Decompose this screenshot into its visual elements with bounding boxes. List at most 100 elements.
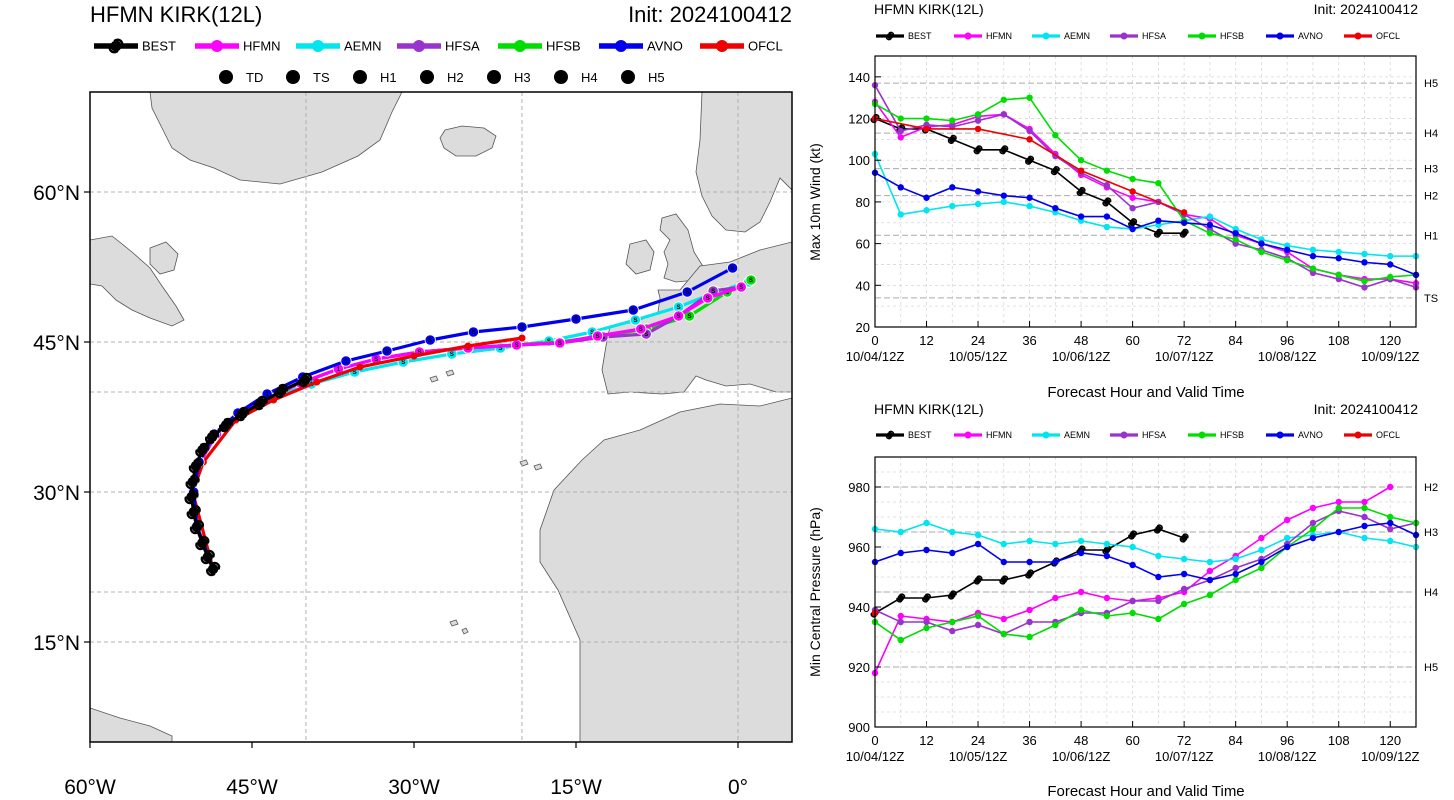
x-tick-label: 36 bbox=[1022, 733, 1036, 748]
category-label: H1 bbox=[1424, 230, 1438, 242]
series-point-hfsa bbox=[1309, 519, 1317, 527]
series-point-avno bbox=[1206, 221, 1214, 229]
best-track-point-core bbox=[237, 408, 248, 420]
legend-label-hfsa: HFSA bbox=[445, 39, 480, 54]
y-tick-label: 60 bbox=[856, 237, 870, 252]
series-point-hfsb bbox=[1000, 96, 1008, 103]
series-point-hfsb bbox=[1052, 132, 1059, 139]
best-track-point-arm bbox=[193, 458, 203, 467]
track-point-hfmn-label: S bbox=[677, 313, 681, 320]
series-point-aemn bbox=[974, 200, 982, 208]
legend-label-best: BEST bbox=[908, 430, 932, 440]
x-tick-label: 0 bbox=[871, 333, 878, 348]
track-point-hfmn-label: S bbox=[639, 326, 643, 333]
legend-label-best: BEST bbox=[142, 39, 176, 54]
plot-frame bbox=[874, 55, 1417, 328]
category-label: H4 bbox=[1424, 587, 1438, 599]
series-point-best-core bbox=[974, 576, 982, 584]
series-point-hfsb bbox=[949, 117, 956, 124]
category-label: H2 bbox=[1424, 191, 1438, 203]
series-point-avno bbox=[1361, 522, 1368, 530]
series-point-hfmn bbox=[1077, 588, 1085, 596]
series-point-aemn bbox=[949, 528, 956, 536]
series-point-best-arm bbox=[1182, 533, 1189, 539]
best-track-point-arm bbox=[189, 489, 199, 498]
series-point-hfsb bbox=[1155, 615, 1162, 623]
x-tick-label: 84 bbox=[1228, 333, 1242, 348]
pressure-init-time: Init: 2024100412 bbox=[1314, 401, 1419, 417]
series-point-aemn bbox=[897, 211, 904, 218]
track-point-avno: S bbox=[726, 262, 739, 274]
series-point-best-arm bbox=[999, 579, 1006, 585]
best-track-point-arm bbox=[185, 481, 195, 490]
track-point-hfsb-label: S bbox=[749, 277, 753, 284]
x-date-label: 10/07/12Z bbox=[1155, 349, 1214, 364]
series-point-hfmn bbox=[1258, 534, 1265, 542]
track-map-panel: HFMN KIRK(12L) Init: 2024100412 BEST HFMN… bbox=[33, 2, 793, 799]
series-point-hfsb bbox=[949, 618, 956, 626]
x-tick-label: 120 bbox=[1379, 333, 1401, 348]
best-track-point: 4 bbox=[200, 549, 215, 565]
legend-marker-best-arm bbox=[108, 45, 119, 54]
ireland bbox=[625, 239, 655, 275]
track-point-avno-label: S bbox=[428, 337, 432, 344]
series-point-aemn bbox=[1283, 534, 1291, 542]
track-point-hfmn: S bbox=[591, 330, 604, 342]
best-track-point-core bbox=[206, 431, 218, 443]
wind-chart-panel: HFMN KIRK(12L) Init: 2024100412 BEST HFMN… bbox=[807, 1, 1438, 401]
series-point-hfsb bbox=[1232, 236, 1239, 243]
series-point-aemn bbox=[1258, 546, 1265, 554]
series-point-hfsa bbox=[1129, 204, 1136, 212]
series-point-best bbox=[947, 590, 957, 600]
series-point-best-core bbox=[948, 136, 956, 143]
best-track-point-arm bbox=[223, 417, 234, 426]
map-gridlines bbox=[90, 92, 792, 742]
series-point-best-arm bbox=[1025, 573, 1031, 579]
track-point-avno-label: S bbox=[731, 265, 735, 272]
series-point-aemn bbox=[1026, 537, 1033, 545]
x-date-label: 10/09/12Z bbox=[1361, 749, 1420, 764]
series-point-ofcl bbox=[1026, 136, 1033, 143]
series-point-aemn bbox=[1000, 540, 1008, 548]
scandinavia bbox=[695, 92, 792, 233]
intensity-symbol-text: 1 bbox=[357, 73, 363, 84]
series-line-hfsa bbox=[874, 84, 1417, 289]
legend-marker-best-core bbox=[110, 40, 122, 52]
x-tick-label: 12 bbox=[919, 333, 933, 348]
series-point-best-arm bbox=[1053, 166, 1060, 172]
series-point-hfsa bbox=[949, 627, 956, 635]
track-point-hfsa-label: S bbox=[711, 288, 715, 295]
legend-marker-best bbox=[108, 38, 124, 54]
legend-marker-hfsb bbox=[1198, 431, 1206, 439]
series-point-best-arm bbox=[1028, 155, 1035, 161]
legend-marker-best-arm bbox=[888, 31, 895, 37]
series-point-hfsa bbox=[1361, 284, 1368, 291]
series-point-best-arm bbox=[1131, 218, 1138, 224]
series-point-best-core bbox=[1180, 534, 1188, 542]
legend-label-ofcl: OFCL bbox=[1376, 31, 1400, 41]
series-point-hfsa bbox=[1026, 618, 1033, 626]
series-point-hfsa bbox=[923, 618, 930, 626]
intensity-symbol-h2 bbox=[420, 70, 434, 84]
legend-label-best: BEST bbox=[908, 31, 932, 41]
track-point-hfmn-dot bbox=[735, 281, 747, 293]
intensity-label-h1: H1 bbox=[380, 70, 397, 85]
series-point-aemn bbox=[897, 528, 904, 536]
best-track-point-label: 2 bbox=[210, 435, 213, 441]
best-track-point-label: 1 bbox=[303, 378, 307, 384]
legend-marker-ofcl bbox=[1354, 431, 1362, 439]
track-point-avno: 1 bbox=[340, 355, 352, 367]
series-point-hfsb bbox=[923, 624, 930, 632]
track-point-hfmn: S bbox=[510, 339, 523, 351]
best-track-point-arm bbox=[189, 526, 200, 535]
series-point-avno bbox=[1052, 204, 1059, 212]
legend-marker-hfsa bbox=[1120, 32, 1128, 40]
series-point-aemn bbox=[1387, 252, 1394, 260]
track-point-avno-label: S bbox=[385, 348, 389, 355]
best-track-point-core bbox=[187, 476, 198, 488]
map-lat-label: 15°N bbox=[33, 632, 80, 655]
series-point-avno bbox=[1103, 213, 1111, 220]
track-point-hfmn-label: S bbox=[417, 349, 421, 356]
legend-label-hfsa: HFSA bbox=[1142, 31, 1166, 41]
intensity-label-h2: H2 bbox=[447, 70, 464, 85]
